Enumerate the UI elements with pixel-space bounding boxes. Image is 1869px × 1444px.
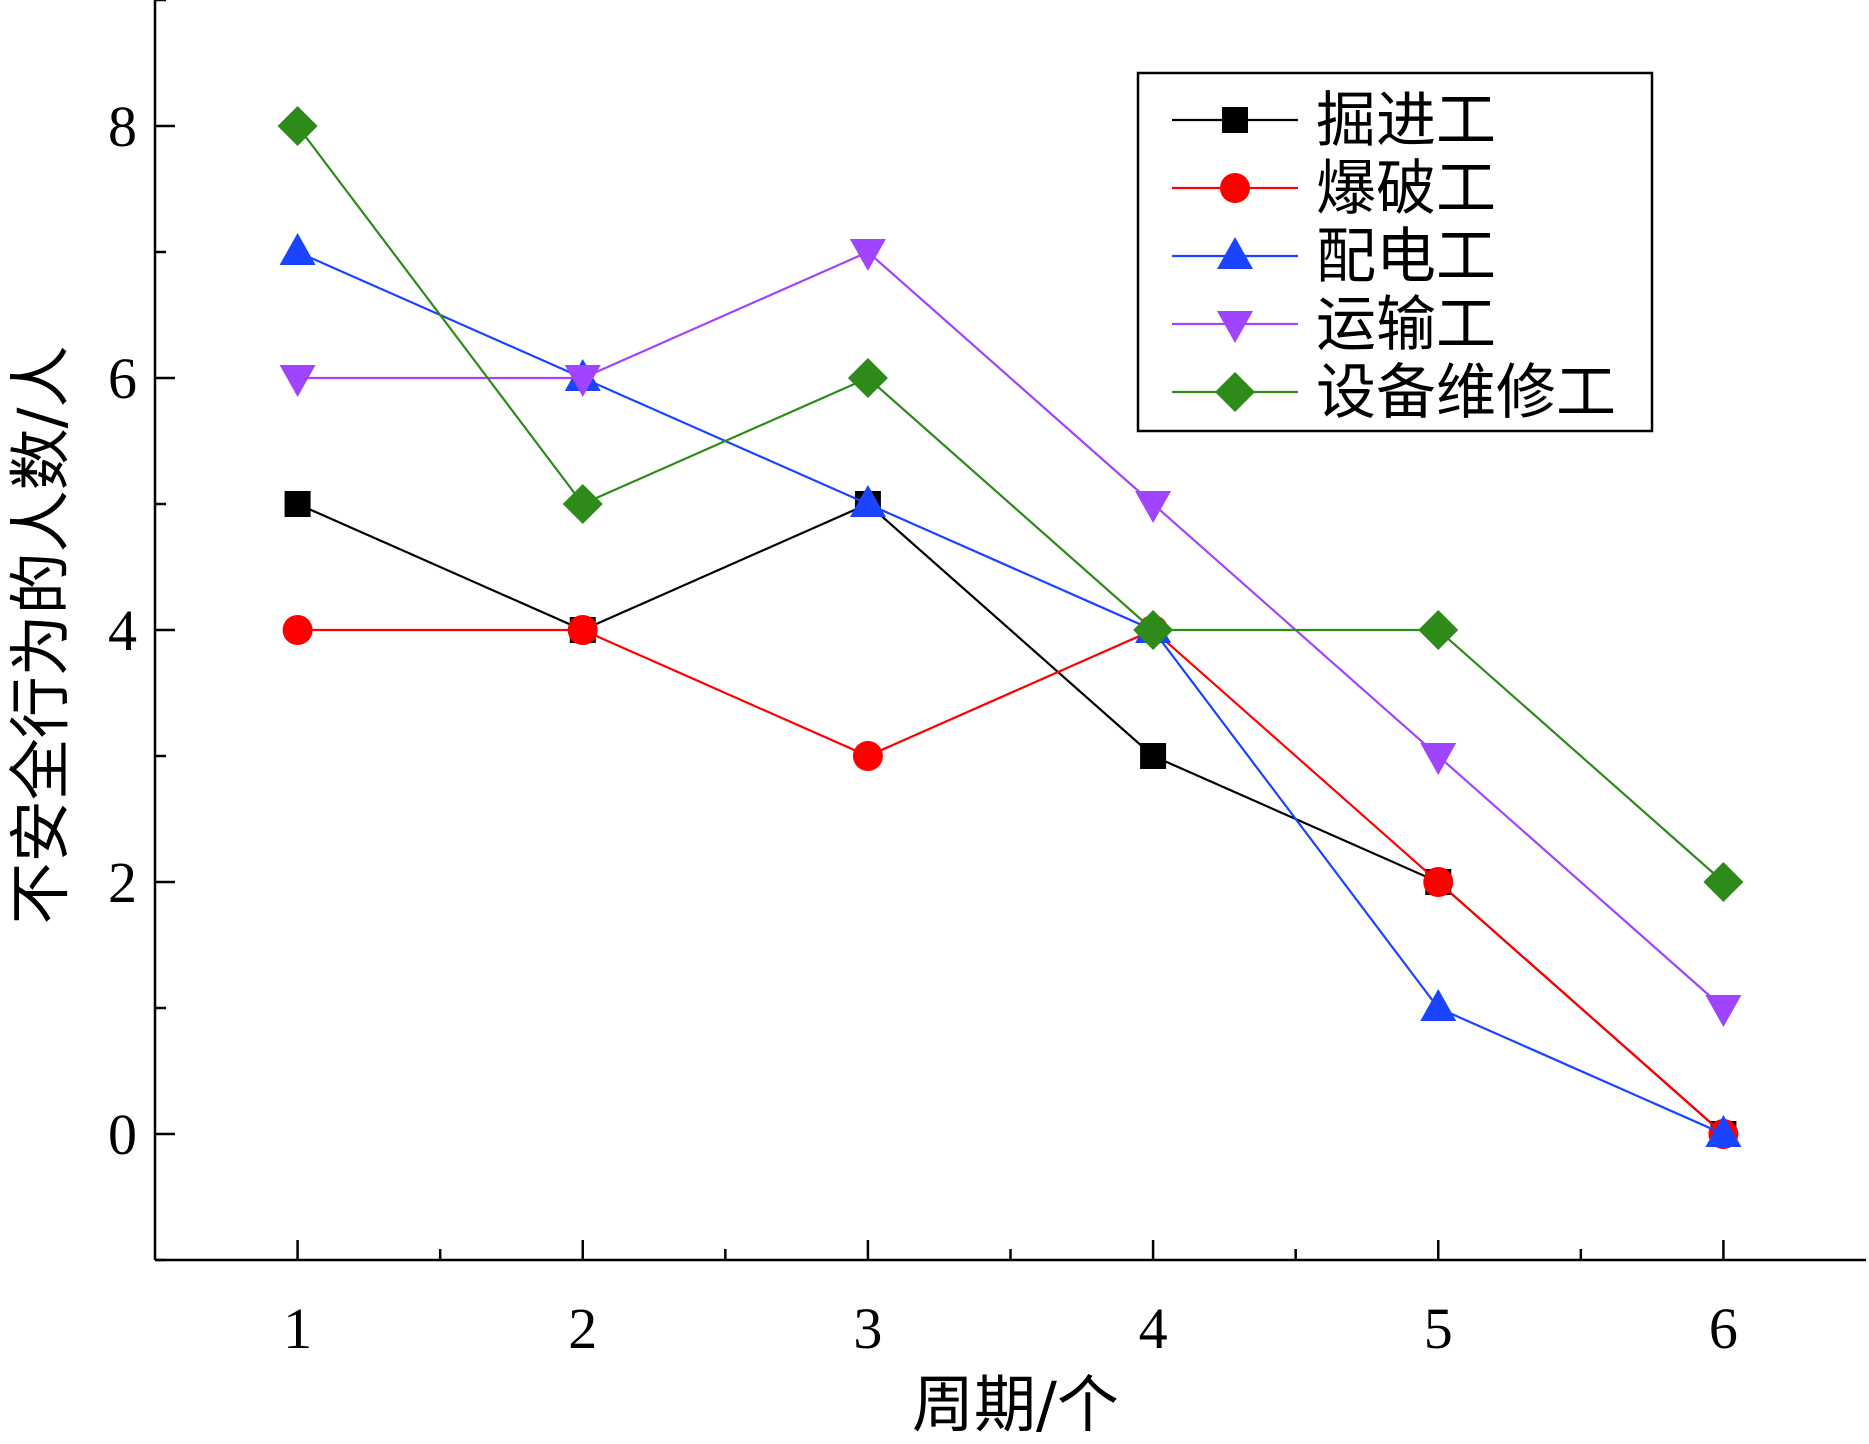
data-point (567, 615, 598, 645)
y-axis-title: 不安全行为的人数/人 (4, 346, 77, 925)
data-point (852, 741, 883, 771)
x-tick-label: 2 (568, 1296, 597, 1361)
series-line (296, 125, 1725, 883)
x-tick-label: 5 (1424, 1296, 1453, 1361)
axes: 0 2 4 6 8 1 2 3 4 5 6 (108, 0, 1866, 1361)
data-point (849, 485, 886, 517)
legend-marker (1215, 372, 1255, 412)
data-point (1703, 862, 1744, 902)
data-point (847, 358, 888, 398)
x-tick-label: 3 (853, 1296, 882, 1361)
data-point (277, 106, 318, 146)
data-point (1140, 743, 1167, 769)
data-point (279, 233, 316, 265)
series-layer (277, 106, 1744, 1149)
y-tick-label: 2 (108, 850, 137, 915)
legend-label: 运输工 (1316, 290, 1496, 360)
series-4 (279, 239, 1742, 1027)
data-point (562, 484, 603, 524)
x-axis-title: 周期/个 (912, 1368, 1119, 1441)
data-point (279, 365, 316, 397)
legend-label: 爆破工 (1316, 154, 1496, 224)
y-tick-label: 8 (108, 94, 137, 159)
y-tick-label: 4 (108, 598, 137, 663)
legend-item: 运输工 (1172, 290, 1496, 360)
legend-item: 设备维修工 (1172, 358, 1616, 428)
legend-marker (1217, 311, 1253, 343)
series-line (297, 250, 1724, 1136)
data-point (1135, 491, 1172, 523)
data-point (1423, 867, 1454, 897)
data-point (1705, 1115, 1742, 1147)
data-point (284, 491, 311, 517)
data-point (1133, 610, 1174, 650)
legend-item: 爆破工 (1172, 154, 1496, 224)
data-point (564, 365, 601, 397)
legend-label: 掘进工 (1316, 86, 1496, 156)
legend-label: 设备维修工 (1316, 358, 1616, 428)
legend-label: 配电工 (1316, 222, 1496, 292)
data-point (282, 615, 313, 645)
x-tick-label: 6 (1709, 1296, 1738, 1361)
y-tick-label: 0 (108, 1102, 137, 1167)
series-line (297, 628, 1725, 1135)
legend-marker (1222, 107, 1248, 133)
legend-item: 配电工 (1172, 222, 1496, 292)
data-point (1420, 989, 1457, 1021)
x-tick-label: 1 (283, 1296, 312, 1361)
data-point (849, 239, 886, 271)
legend-marker (1217, 237, 1253, 269)
data-point (1420, 743, 1457, 775)
series-line (297, 250, 1725, 1009)
y-tick-label: 6 (108, 346, 137, 411)
x-tick-label: 4 (1139, 1296, 1168, 1361)
series-1 (284, 491, 1737, 1147)
data-point (1418, 610, 1459, 650)
legend-item: 掘进工 (1172, 86, 1496, 156)
legend-marker (1220, 173, 1250, 203)
series-2 (282, 615, 1739, 1149)
series-5 (277, 106, 1744, 902)
data-point (1705, 995, 1742, 1027)
